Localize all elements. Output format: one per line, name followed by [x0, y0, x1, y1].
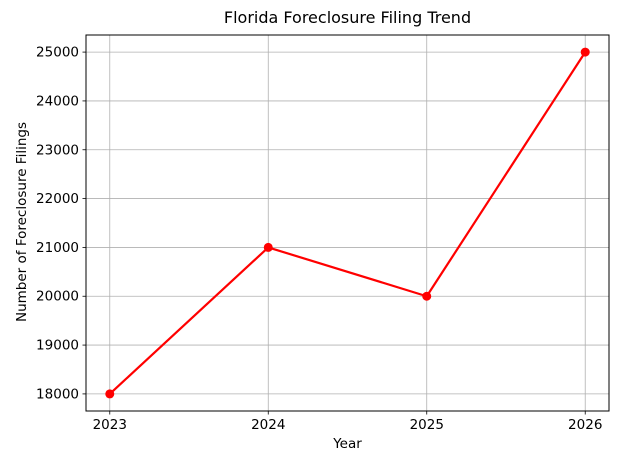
data-point-marker [105, 389, 115, 399]
x-tick-label: 2025 [410, 417, 444, 433]
data-point-marker [422, 291, 432, 301]
y-tick-label: 21000 [36, 240, 79, 256]
data-point-marker [580, 47, 590, 57]
data-point-marker [263, 242, 273, 252]
chart-title: Florida Foreclosure Filing Trend [223, 8, 472, 27]
plot-border [85, 34, 610, 412]
trend-line [109, 51, 587, 395]
y-tick-label: 25000 [36, 45, 79, 61]
y-tick-label: 24000 [36, 93, 79, 109]
y-tick-label: 18000 [36, 386, 79, 402]
y-tick-label: 20000 [36, 289, 79, 305]
x-tick-label: 2023 [93, 417, 127, 433]
y-axis-label: Number of Foreclosure Filings [14, 122, 30, 322]
x-tick-label: 2026 [568, 417, 602, 433]
y-tick-label: 23000 [36, 142, 79, 158]
y-tick-label: 22000 [36, 191, 79, 207]
x-axis-label: Year [333, 436, 362, 452]
x-tick-label: 2024 [251, 417, 285, 433]
y-tick-label: 19000 [36, 338, 79, 354]
